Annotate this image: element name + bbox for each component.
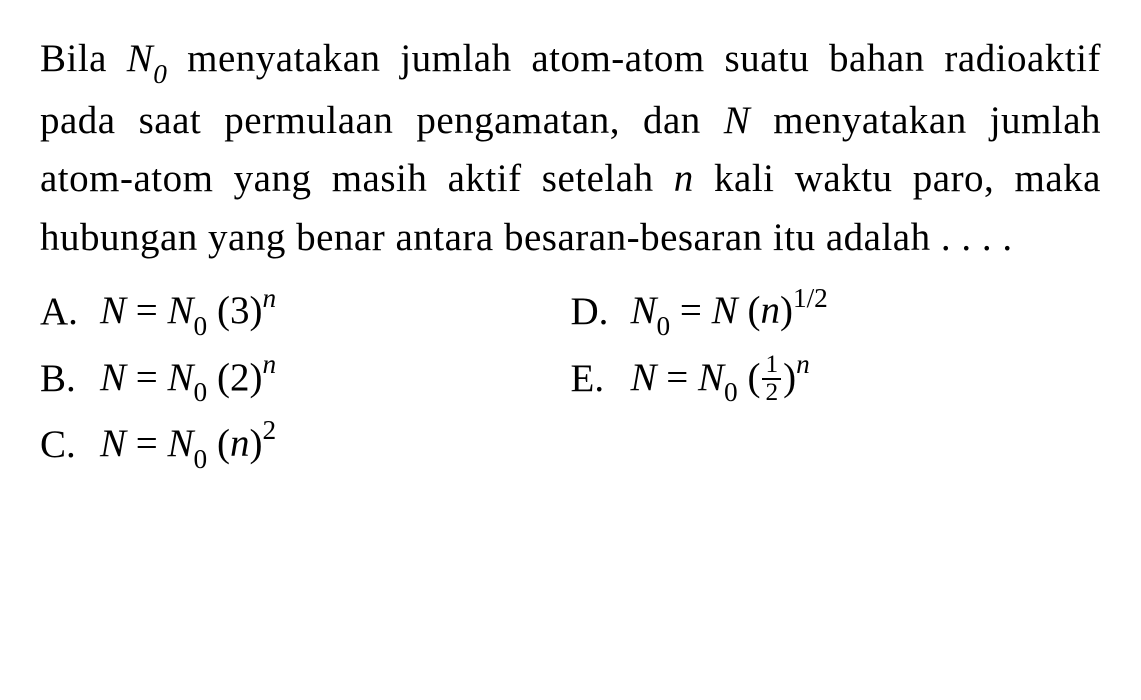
option-d-label: D. [571,281,631,343]
option-b-label: B. [40,348,100,410]
option-d: D. N0 = N (n)1/2 [571,279,1102,345]
question-text: Bila N0 menyatakan jumlah atom-atom suat… [40,30,1101,267]
option-b-formula: N = N0 (2)n [100,346,276,412]
option-e-formula: N = N0 (12)n [631,346,810,412]
variable-n-small: n [674,157,694,200]
option-d-formula: N0 = N (n)1/2 [631,279,828,345]
variable-n0: N0 [127,37,168,80]
option-a-formula: N = N0 (3)n [100,279,276,345]
fraction-half: 12 [762,352,781,405]
options-container: A. N = N0 (3)n D. N0 = N (n)1/2 B. N = N… [40,279,1101,478]
option-c-formula: N = N0 (n)2 [100,412,276,478]
option-a-label: A. [40,281,100,343]
option-b: B. N = N0 (2)n [40,346,571,412]
option-e: E. N = N0 (12)n [571,346,1102,412]
variable-n: N [724,99,751,142]
question-part1: Bila [40,37,127,80]
option-a: A. N = N0 (3)n [40,279,571,345]
option-c-label: C. [40,414,100,476]
option-c: C. N = N0 (n)2 [40,412,571,478]
option-e-label: E. [571,348,631,410]
